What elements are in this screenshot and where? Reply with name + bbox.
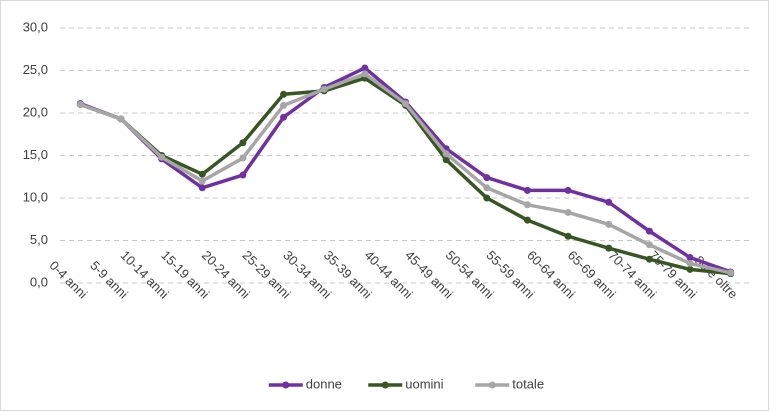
point bbox=[280, 90, 288, 98]
point bbox=[402, 100, 409, 108]
y-tick-label: 20,0 bbox=[23, 104, 48, 119]
point bbox=[686, 254, 694, 261]
point bbox=[564, 186, 572, 194]
point bbox=[645, 241, 653, 249]
point bbox=[523, 216, 531, 224]
legend-label: totale bbox=[512, 376, 544, 391]
point bbox=[361, 64, 369, 72]
point bbox=[442, 156, 450, 164]
point bbox=[605, 244, 613, 252]
y-tick-label: 0,0 bbox=[30, 274, 48, 289]
point bbox=[158, 153, 166, 161]
point bbox=[523, 186, 531, 194]
legend-marker bbox=[488, 381, 496, 389]
point bbox=[76, 101, 84, 108]
legend-marker bbox=[282, 381, 290, 389]
legend-label: donne bbox=[306, 376, 342, 391]
point bbox=[605, 220, 613, 228]
point bbox=[727, 269, 735, 277]
point bbox=[239, 171, 247, 179]
point bbox=[280, 101, 288, 109]
point bbox=[483, 184, 491, 192]
point bbox=[442, 150, 450, 158]
point bbox=[564, 232, 572, 240]
point bbox=[605, 198, 613, 206]
y-tick-label: 25,0 bbox=[23, 62, 48, 77]
point bbox=[686, 259, 694, 267]
point bbox=[239, 139, 247, 147]
point bbox=[564, 208, 572, 216]
point bbox=[483, 194, 491, 202]
point bbox=[198, 184, 206, 192]
point bbox=[280, 113, 288, 121]
point bbox=[198, 170, 206, 178]
y-tick-label: 15,0 bbox=[23, 147, 48, 162]
point bbox=[320, 85, 328, 93]
point bbox=[361, 70, 369, 78]
point bbox=[645, 255, 653, 263]
legend-label: uomini bbox=[405, 376, 443, 391]
point bbox=[645, 227, 653, 235]
point bbox=[523, 201, 531, 209]
point bbox=[117, 115, 125, 123]
point bbox=[239, 154, 247, 162]
y-tick-label: 10,0 bbox=[23, 189, 48, 204]
point bbox=[686, 265, 694, 273]
point bbox=[198, 177, 206, 185]
y-tick-label: 30,0 bbox=[23, 19, 48, 34]
y-tick-label: 5,0 bbox=[30, 232, 48, 247]
legend-marker bbox=[381, 381, 389, 389]
point bbox=[483, 174, 491, 182]
